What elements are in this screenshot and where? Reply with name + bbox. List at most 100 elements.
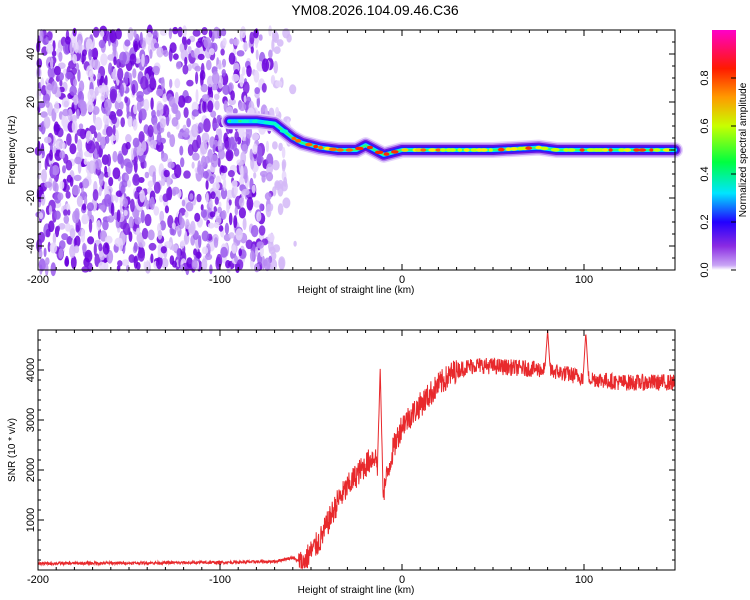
noise-blob (65, 71, 74, 79)
noise-blob (156, 132, 162, 146)
noise-blob (143, 261, 147, 270)
noise-blob (73, 174, 82, 182)
noise-blob (45, 228, 51, 238)
noise-blob (186, 38, 191, 45)
noise-blob (203, 118, 211, 133)
noise-blob (261, 83, 267, 93)
noise-blob (214, 93, 220, 101)
noise-blob (59, 240, 66, 250)
noise-blob (119, 51, 127, 64)
noise-blob (191, 109, 200, 117)
ridge-hotspot (623, 148, 632, 152)
noise-blob (238, 207, 246, 219)
spectrogram-x-tick-label: 0 (399, 274, 405, 286)
noise-blob (62, 165, 66, 174)
noise-blob (75, 62, 80, 71)
noise-blob (150, 97, 154, 110)
noise-blob (125, 134, 132, 143)
ridge-hotspot (355, 146, 364, 151)
noise-blob (98, 173, 104, 187)
noise-blob (127, 180, 132, 188)
noise-blob (99, 204, 106, 211)
noise-blob (186, 117, 191, 128)
noise-blob (198, 235, 202, 248)
noise-blob (137, 247, 145, 262)
noise-blob (131, 83, 136, 96)
noise-blob (81, 243, 87, 253)
noise-blob (121, 259, 129, 267)
noise-blob (106, 153, 112, 167)
noise-blob (231, 73, 240, 82)
ridge-hotspot (649, 148, 654, 152)
noise-blob (76, 108, 80, 120)
noise-blob (44, 262, 49, 276)
noise-blob (163, 169, 170, 178)
noise-blob (209, 48, 215, 56)
noise-blob (233, 38, 240, 46)
noise-blob (37, 101, 46, 109)
spectrogram-x-ticks: -200 -100 0 100 (27, 30, 676, 286)
noise-blob (191, 259, 198, 270)
noise-blob (293, 240, 297, 247)
ridge-hotspot (449, 148, 456, 152)
noise-blob (106, 215, 115, 223)
noise-blob (266, 163, 274, 175)
ridge-hotspot (638, 148, 646, 152)
noise-blob (148, 242, 157, 251)
noise-blob (212, 182, 220, 191)
noise-blob (86, 100, 94, 113)
noise-blob (160, 246, 167, 254)
noise-blob (38, 249, 43, 259)
noise-blob (38, 212, 44, 220)
noise-blob (53, 145, 57, 154)
noise-blob (202, 100, 207, 113)
noise-blob (88, 219, 93, 233)
noise-blob (283, 176, 288, 187)
noise-blob (179, 212, 183, 226)
noise-blob (40, 111, 48, 118)
noise-blob (245, 239, 253, 250)
noise-blob (66, 133, 72, 146)
noise-blob (228, 52, 236, 65)
noise-blob (184, 56, 188, 66)
noise-blob (213, 237, 219, 248)
noise-blob (116, 109, 123, 117)
noise-blob (209, 211, 216, 218)
noise-blob (163, 104, 170, 118)
noise-blob (210, 154, 219, 168)
noise-blob (145, 79, 149, 89)
noise-blob (258, 34, 263, 41)
noise-blob (133, 242, 138, 252)
noise-blob (133, 104, 138, 115)
noise-blob (92, 189, 99, 201)
colorbar-tick-label: 0.8 (699, 70, 711, 85)
noise-blob (156, 109, 161, 117)
noise-blob (212, 122, 219, 129)
noise-blob (221, 58, 227, 68)
ridge-hotspot (241, 119, 249, 123)
noise-blob (183, 107, 189, 119)
noise-blob (171, 244, 178, 252)
noise-blob (265, 172, 274, 182)
noise-blob (98, 261, 106, 270)
snr-y-tick-label: 1000 (25, 508, 37, 532)
noise-blob (129, 72, 133, 85)
noise-blob (97, 72, 101, 80)
noise-blob (100, 53, 108, 66)
snr-plot-area (38, 330, 675, 570)
colorbar: 0.0 0.2 0.4 0.6 0.8 Normalized spectral ampl… (699, 30, 749, 278)
noise-blob (62, 142, 66, 150)
noise-blob (191, 124, 199, 138)
noise-blob (88, 160, 96, 174)
noise-blob (173, 53, 179, 60)
noise-blob (282, 197, 291, 209)
noise-blob (36, 58, 43, 69)
noise-blob (289, 84, 297, 95)
ridge-hotspot (535, 145, 542, 150)
noise-blob (50, 57, 54, 70)
noise-blob (58, 223, 66, 230)
noise-blob (241, 66, 246, 76)
ridge-hotspot (510, 147, 518, 151)
noise-blob (115, 190, 123, 197)
noise-blob (249, 148, 253, 161)
